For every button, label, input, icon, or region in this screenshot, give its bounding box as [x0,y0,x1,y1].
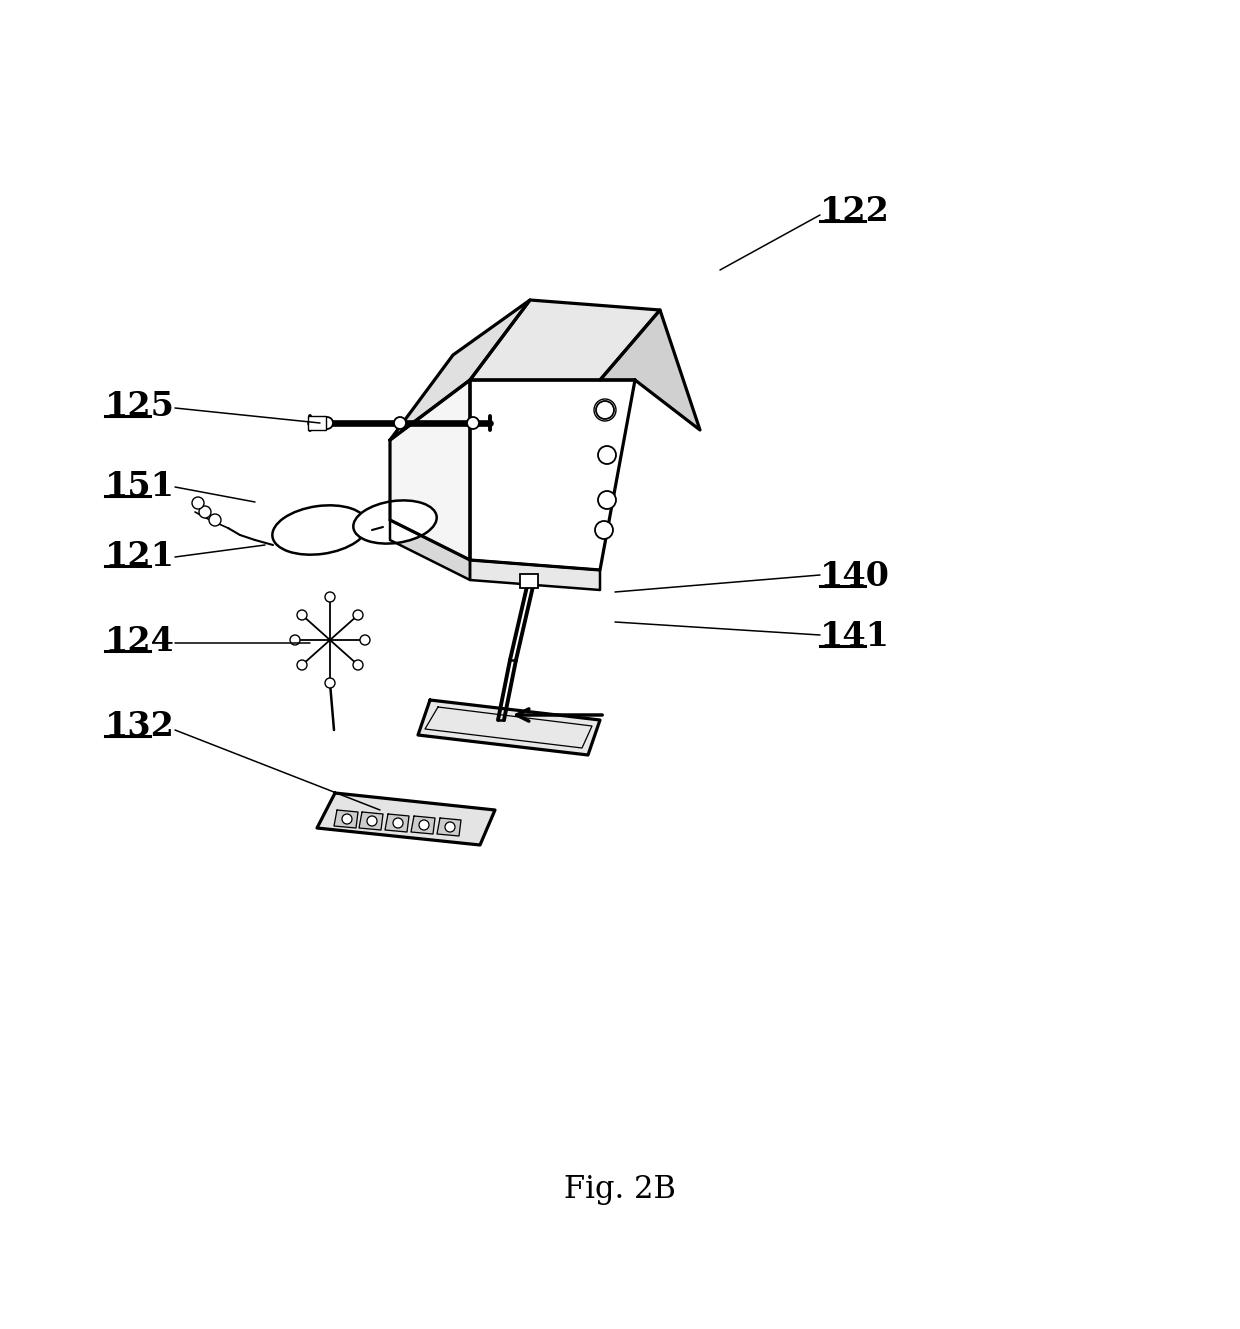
Circle shape [598,490,616,509]
Circle shape [353,610,363,621]
Bar [520,574,538,587]
Text: 124: 124 [105,625,175,658]
Text: 125: 125 [105,389,175,423]
Circle shape [298,661,308,670]
Circle shape [596,401,614,419]
Polygon shape [410,816,435,835]
Polygon shape [391,380,470,560]
Circle shape [594,399,616,421]
Polygon shape [436,819,461,836]
Text: Fig. 2B: Fig. 2B [564,1174,676,1205]
Circle shape [198,506,211,518]
Circle shape [393,819,403,828]
Circle shape [353,661,363,670]
Text: 151: 151 [105,470,175,502]
Circle shape [325,678,335,688]
Polygon shape [418,700,600,755]
Polygon shape [600,310,701,431]
Polygon shape [384,813,409,832]
Circle shape [342,813,352,824]
Polygon shape [334,809,358,828]
Ellipse shape [353,501,436,544]
Text: 140: 140 [820,560,890,593]
Circle shape [394,417,405,429]
Bar [308,416,326,431]
Polygon shape [470,380,635,570]
Polygon shape [317,793,495,845]
Circle shape [419,820,429,831]
Circle shape [445,823,455,832]
Circle shape [325,591,335,602]
Circle shape [290,635,300,645]
Circle shape [298,610,308,621]
Circle shape [598,447,616,464]
Polygon shape [391,300,529,440]
Text: 121: 121 [105,540,175,573]
Polygon shape [470,300,660,380]
Text: 122: 122 [820,195,890,229]
Circle shape [210,514,221,526]
Circle shape [360,635,370,645]
Text: 132: 132 [105,710,175,743]
Circle shape [192,497,205,509]
Polygon shape [470,560,600,590]
Circle shape [321,417,334,429]
Circle shape [367,816,377,827]
Text: 141: 141 [820,621,890,653]
Circle shape [467,417,479,429]
Polygon shape [360,812,383,831]
Circle shape [595,521,613,540]
Ellipse shape [273,505,367,554]
Polygon shape [391,520,470,579]
